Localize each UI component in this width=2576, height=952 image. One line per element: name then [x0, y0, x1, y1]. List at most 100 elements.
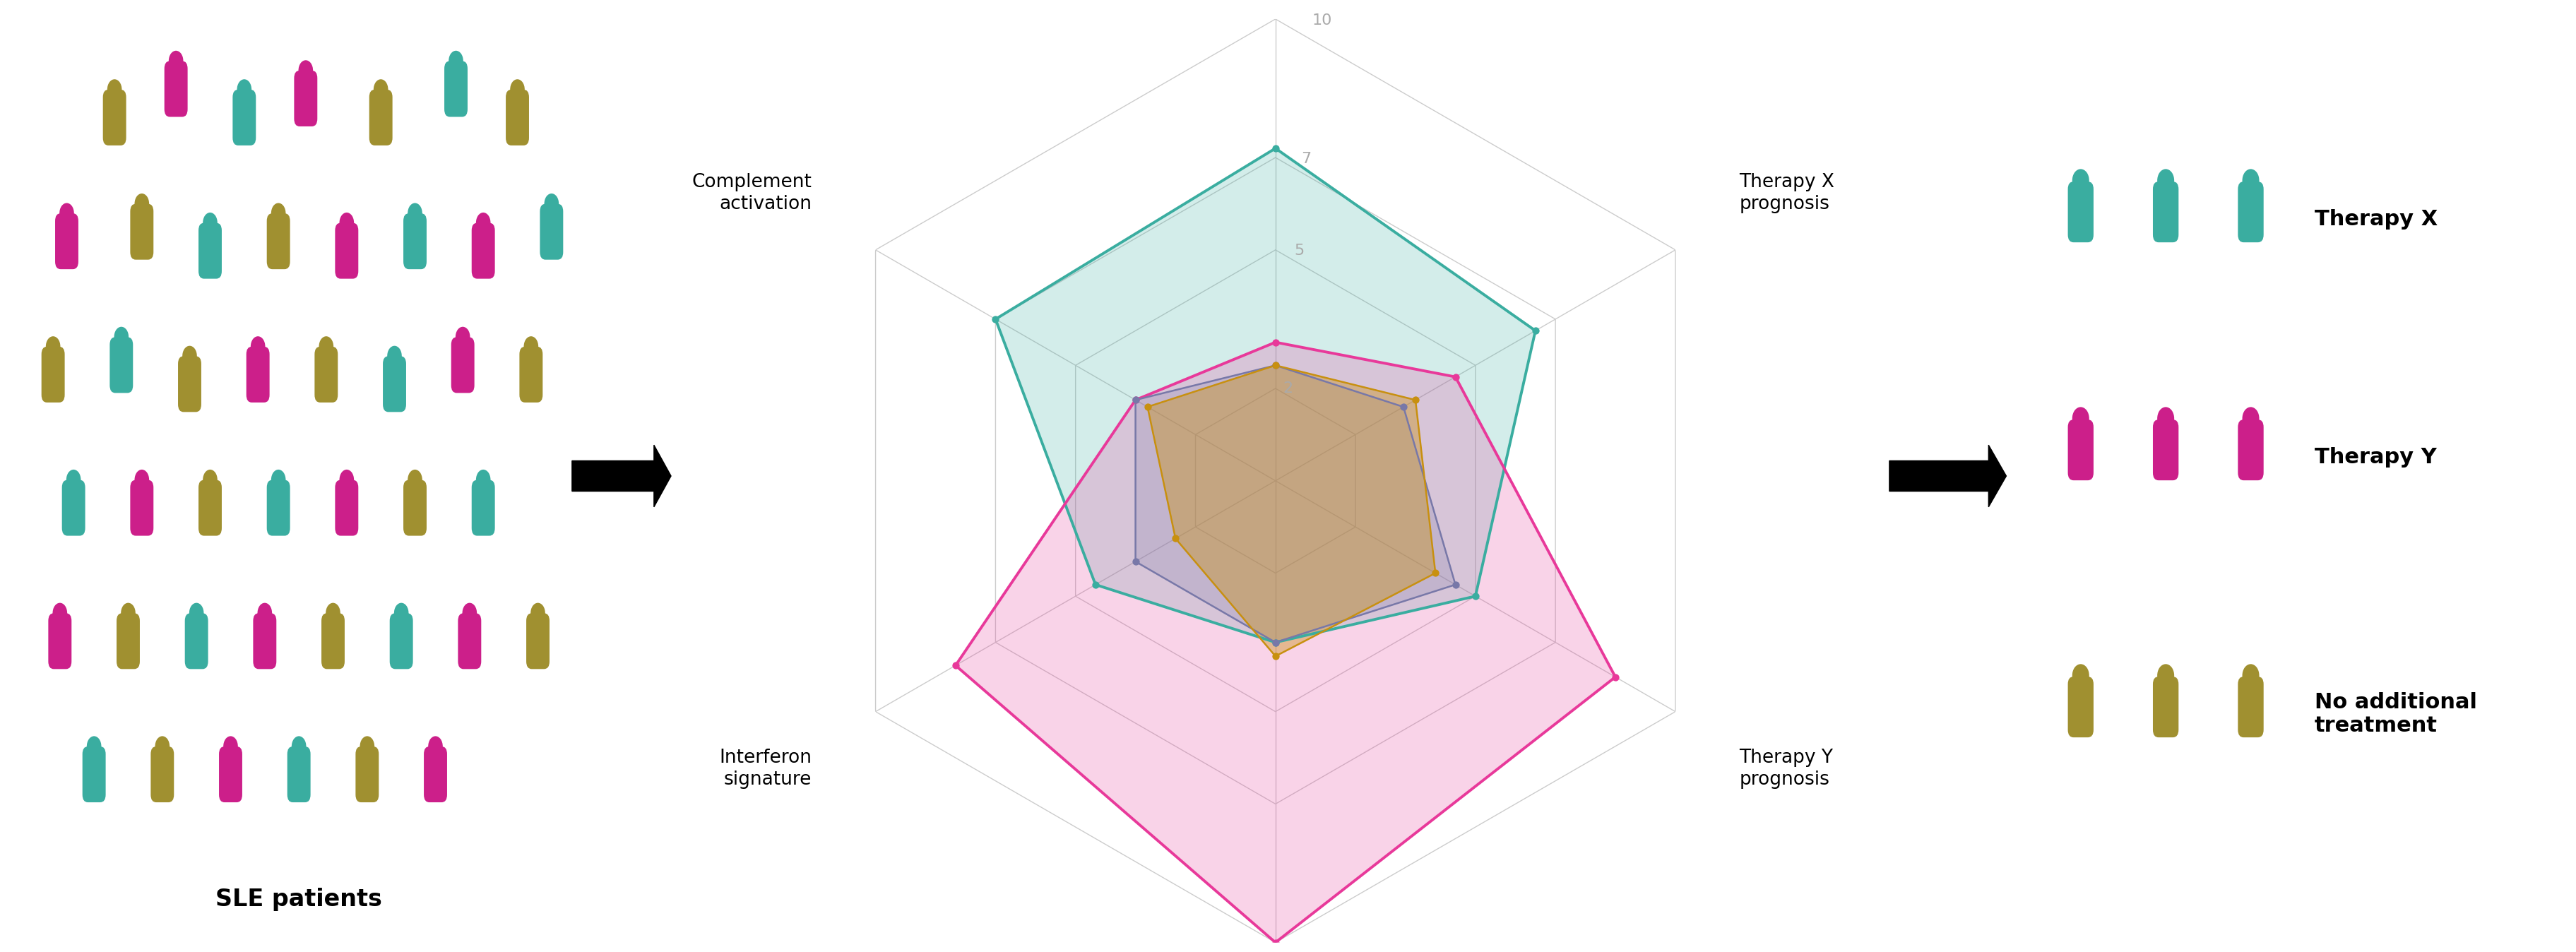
Polygon shape [994, 149, 1535, 643]
Circle shape [270, 469, 286, 490]
FancyBboxPatch shape [443, 61, 466, 117]
Point [1115, 392, 1157, 407]
Circle shape [374, 79, 389, 100]
Circle shape [340, 212, 353, 233]
Circle shape [523, 336, 538, 357]
FancyBboxPatch shape [178, 356, 201, 412]
Circle shape [52, 603, 67, 624]
FancyBboxPatch shape [314, 347, 337, 403]
FancyBboxPatch shape [268, 213, 291, 269]
Point [1074, 577, 1115, 592]
Circle shape [2071, 664, 2089, 686]
FancyBboxPatch shape [268, 480, 291, 536]
FancyArrow shape [1888, 446, 2007, 506]
Polygon shape [1136, 366, 1455, 643]
Circle shape [340, 469, 353, 490]
FancyBboxPatch shape [165, 61, 188, 117]
Circle shape [2156, 169, 2174, 191]
Circle shape [113, 327, 129, 347]
Circle shape [121, 603, 137, 624]
FancyBboxPatch shape [247, 347, 270, 403]
Circle shape [2156, 407, 2174, 429]
Point [1115, 392, 1157, 407]
FancyBboxPatch shape [82, 746, 106, 803]
Circle shape [407, 469, 422, 490]
Circle shape [2071, 169, 2089, 191]
FancyBboxPatch shape [54, 213, 77, 269]
Point [1435, 369, 1476, 385]
Circle shape [204, 212, 216, 233]
FancyBboxPatch shape [2154, 420, 2177, 481]
Point [974, 311, 1015, 327]
Point [1455, 588, 1497, 604]
Point [1255, 648, 1296, 664]
FancyBboxPatch shape [541, 204, 564, 260]
FancyBboxPatch shape [2154, 677, 2177, 738]
Point [1394, 392, 1435, 407]
Circle shape [325, 603, 340, 624]
Point [1383, 399, 1425, 414]
FancyBboxPatch shape [368, 89, 392, 146]
Point [1126, 399, 1167, 414]
FancyBboxPatch shape [103, 89, 126, 146]
FancyBboxPatch shape [451, 337, 474, 393]
Text: Interferon
signature: Interferon signature [719, 748, 811, 789]
FancyBboxPatch shape [2069, 420, 2092, 481]
Point [1515, 323, 1556, 338]
Point [1255, 935, 1296, 950]
Circle shape [270, 203, 286, 224]
Point [935, 658, 976, 673]
FancyBboxPatch shape [2239, 677, 2262, 738]
Text: Therapy X
prognosis: Therapy X prognosis [1739, 172, 1834, 213]
Polygon shape [1146, 366, 1435, 656]
Circle shape [386, 346, 402, 367]
Circle shape [477, 212, 489, 233]
Circle shape [67, 469, 80, 490]
Circle shape [2071, 407, 2089, 429]
Circle shape [167, 50, 183, 71]
FancyArrow shape [572, 446, 670, 506]
FancyBboxPatch shape [471, 480, 495, 536]
Text: 7: 7 [1301, 151, 1311, 166]
Circle shape [108, 79, 121, 100]
FancyBboxPatch shape [459, 613, 482, 669]
Circle shape [319, 336, 332, 357]
FancyBboxPatch shape [471, 223, 495, 279]
Polygon shape [956, 342, 1615, 942]
FancyBboxPatch shape [149, 746, 175, 803]
FancyBboxPatch shape [389, 613, 412, 669]
Circle shape [2241, 407, 2259, 429]
FancyBboxPatch shape [2239, 182, 2262, 243]
Circle shape [134, 469, 149, 490]
Circle shape [88, 736, 100, 757]
FancyBboxPatch shape [2154, 182, 2177, 243]
Point [1255, 358, 1296, 373]
FancyBboxPatch shape [355, 746, 379, 803]
FancyBboxPatch shape [322, 613, 345, 669]
FancyBboxPatch shape [185, 613, 209, 669]
Circle shape [477, 469, 489, 490]
Circle shape [544, 193, 559, 214]
Circle shape [2241, 169, 2259, 191]
FancyBboxPatch shape [422, 746, 448, 803]
Circle shape [461, 603, 477, 624]
Point [1115, 554, 1157, 569]
FancyBboxPatch shape [252, 613, 276, 669]
Text: Therapy X: Therapy X [2313, 208, 2437, 229]
FancyBboxPatch shape [505, 89, 528, 146]
Circle shape [456, 327, 469, 347]
Circle shape [183, 346, 196, 367]
FancyBboxPatch shape [198, 223, 222, 279]
FancyBboxPatch shape [41, 347, 64, 403]
Point [1595, 669, 1636, 684]
Circle shape [510, 79, 526, 100]
Point [1255, 141, 1296, 156]
Point [1255, 635, 1296, 650]
FancyBboxPatch shape [116, 613, 139, 669]
Circle shape [531, 603, 546, 624]
FancyBboxPatch shape [198, 480, 222, 536]
Text: 2: 2 [1283, 382, 1293, 396]
FancyBboxPatch shape [2239, 420, 2262, 481]
FancyBboxPatch shape [131, 480, 155, 536]
Circle shape [394, 603, 410, 624]
